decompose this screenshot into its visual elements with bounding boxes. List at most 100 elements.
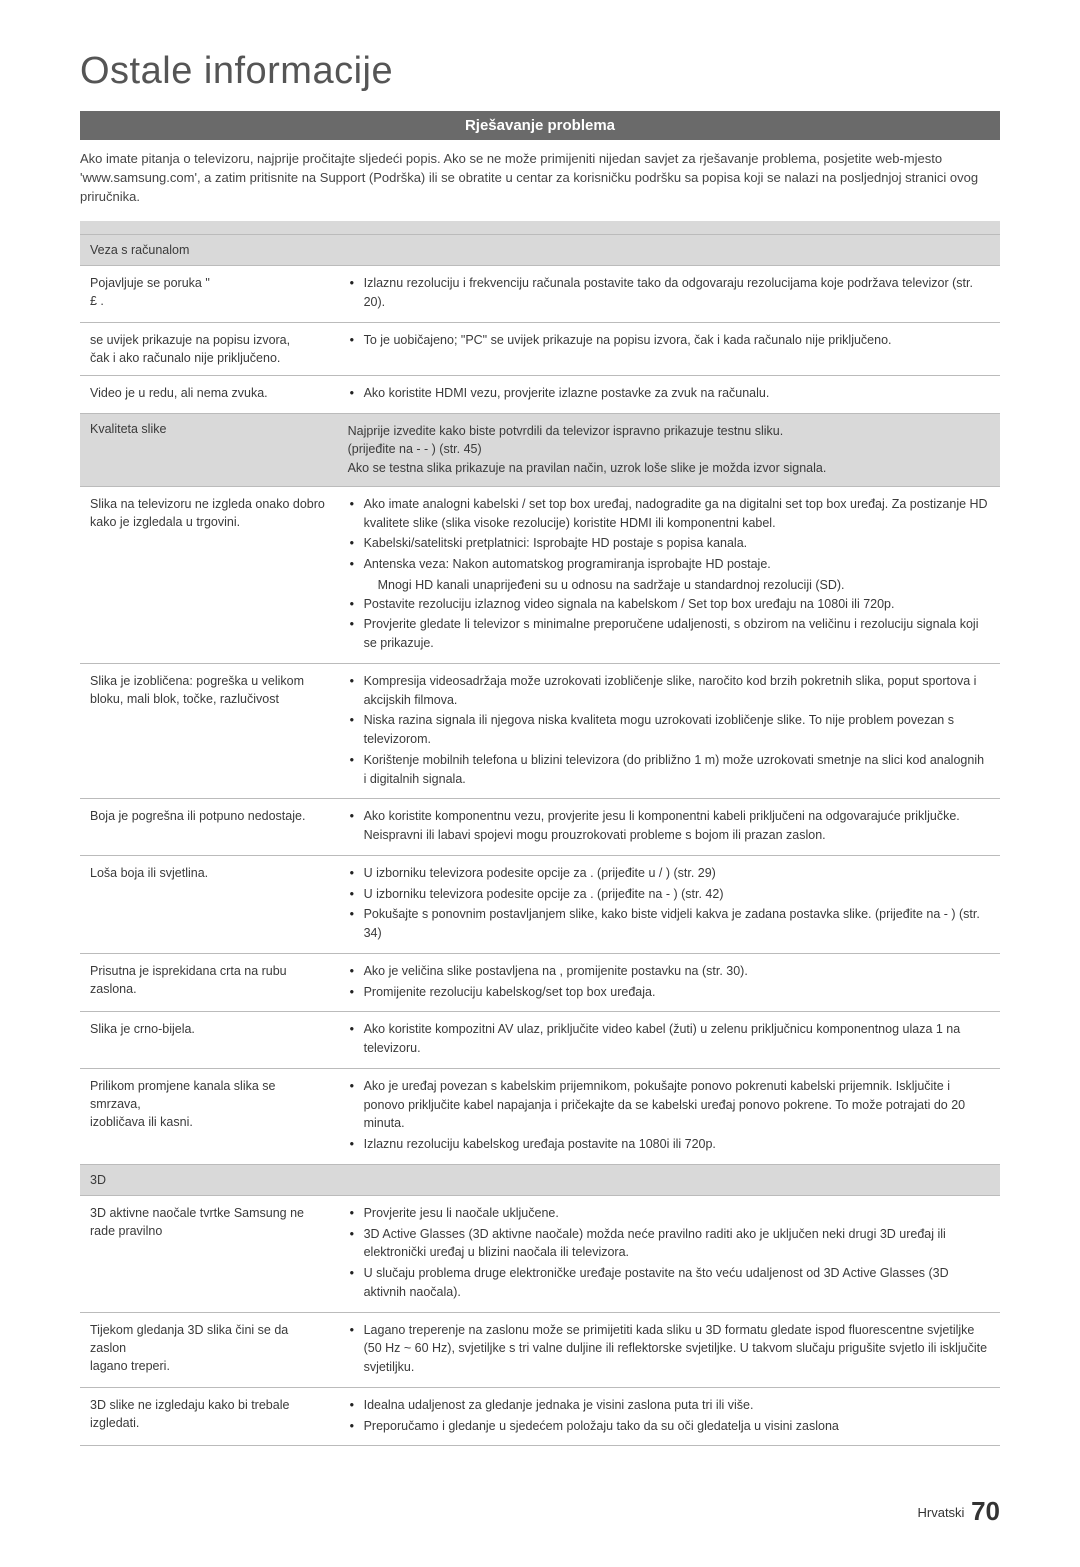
issue-text: zaslona. — [90, 982, 137, 996]
solution-item: U izborniku televizora podesite opcije z… — [348, 885, 990, 904]
solution-cell: Kompresija videosadržaja može uzrokovati… — [338, 663, 1000, 799]
issue-cell: 3D slike ne izgledaju kako bi trebale iz… — [80, 1387, 338, 1446]
footer-language: Hrvatski — [918, 1505, 965, 1520]
solution-cell: Ako imate analogni kabelski / set top bo… — [338, 486, 1000, 663]
table-row: se uvijek prikazuje na popisu izvora, ča… — [80, 322, 1000, 375]
page-footer: Hrvatski 70 — [80, 1496, 1000, 1527]
solution-cell: Ako koristite HDMI vezu, provjerite izla… — [338, 375, 1000, 413]
solution-cell: Lagano treperenje na zaslonu može se pri… — [338, 1312, 1000, 1387]
category-label: 3D — [80, 1164, 1000, 1195]
solution-cell: Ako je veličina slike postavljena na , p… — [338, 953, 1000, 1012]
solution-item: Idealna udaljenost za gledanje jednaka j… — [348, 1396, 990, 1415]
issue-text: Prilikom promjene kanala slika se smrzav… — [90, 1079, 276, 1111]
solution-item: Ako koristite kompozitni AV ulaz, priklj… — [348, 1020, 990, 1058]
solution-item: Izlaznu rezoluciju kabelskog uređaja pos… — [348, 1135, 990, 1154]
section-heading: Rješavanje problema — [80, 111, 1000, 140]
intro-paragraph: Ako imate pitanja o televizoru, najprije… — [80, 150, 1000, 207]
table-row: Prilikom promjene kanala slika se smrzav… — [80, 1068, 1000, 1164]
category-row: Veza s računalom — [80, 235, 1000, 266]
category-subtext: Najprije izvedite kako biste potvrdili d… — [338, 413, 1000, 486]
troubleshooting-table: Veza s računalom Pojavljuje se poruka " … — [80, 221, 1000, 1447]
solution-item: Postavite rezoluciju izlaznog video sign… — [348, 595, 990, 614]
solution-item: Provjerite jesu li naočale uključene. — [348, 1204, 990, 1223]
category-label: Veza s računalom — [80, 235, 1000, 266]
solution-item: Izlaznu rezoluciju i frekvenciju računal… — [348, 274, 990, 312]
solution-item: Korištenje mobilnih telefona u blizini t… — [348, 751, 990, 789]
solution-item: Promijenite rezoluciju kabelskog/set top… — [348, 983, 990, 1002]
table-row: Video je u redu, ali nema zvuka. Ako kor… — [80, 375, 1000, 413]
solution-item: Kabelski/satelitski pretplatnici: Isprob… — [348, 534, 990, 553]
table-header-row — [80, 221, 1000, 235]
table-row: 3D aktivne naočale tvrtke Samsung ne rad… — [80, 1195, 1000, 1312]
solution-item: Niska razina signala ili njegova niska k… — [348, 711, 990, 749]
issue-text: 3D slike ne izgledaju kako bi trebale — [90, 1398, 289, 1412]
cat2-line2: (prijeđite na - - ) (str. 45) — [348, 442, 482, 456]
solution-item: Provjerite gledate li televizor s minima… — [348, 615, 990, 653]
header-issue — [80, 221, 338, 235]
table-row: Slika na televizoru ne izgleda onako dob… — [80, 486, 1000, 663]
solution-cell: To je uobičajeno; "PC" se uvijek prikazu… — [338, 322, 1000, 375]
cat2-line1: Najprije izvedite kako biste potvrdili d… — [348, 424, 784, 438]
issue-text: £ . — [90, 294, 104, 308]
issue-cell: Slika je izobličena: pogreška u velikom … — [80, 663, 338, 799]
solution-item: Kompresija videosadržaja može uzrokovati… — [348, 672, 990, 710]
solution-item: Ako koristite HDMI vezu, provjerite izla… — [348, 384, 990, 403]
table-row: Loša boja ili svjetlina. U izborniku tel… — [80, 855, 1000, 953]
issue-cell: Prilikom promjene kanala slika se smrzav… — [80, 1068, 338, 1164]
issue-text: lagano treperi. — [90, 1359, 170, 1373]
solution-item: Preporučamo i gledanje u sjedećem položa… — [348, 1417, 990, 1436]
issue-text: izgledati. — [90, 1416, 139, 1430]
page-title: Ostale informacije — [80, 50, 1000, 93]
solution-item: Antenska veza: Nakon automatskog program… — [348, 555, 990, 574]
table-row: Tijekom gledanja 3D slika čini se da zas… — [80, 1312, 1000, 1387]
issue-cell: Video je u redu, ali nema zvuka. — [80, 375, 338, 413]
issue-text: rade pravilno — [90, 1224, 162, 1238]
table-row: Pojavljuje se poruka " £ . Izlaznu rezol… — [80, 266, 1000, 323]
solution-item: Ako koristite komponentnu vezu, provjeri… — [348, 807, 990, 845]
issue-cell: Slika na televizoru ne izgleda onako dob… — [80, 486, 338, 663]
solution-note: Mnogi HD kanali unaprijeđeni su u odnosu… — [348, 576, 990, 595]
issue-text: kako je izgledala u trgovini. — [90, 515, 240, 529]
issue-cell: Pojavljuje se poruka " £ . — [80, 266, 338, 323]
page-number: 70 — [971, 1496, 1000, 1526]
solution-item: 3D Active Glasses (3D aktivne naočale) m… — [348, 1225, 990, 1263]
solution-cell: Provjerite jesu li naočale uključene. 3D… — [338, 1195, 1000, 1312]
table-row: 3D slike ne izgledaju kako bi trebale iz… — [80, 1387, 1000, 1446]
category-row: 3D — [80, 1164, 1000, 1195]
table-row: Boja je pogrešna ili potpuno nedostaje. … — [80, 799, 1000, 856]
issue-cell: Tijekom gledanja 3D slika čini se da zas… — [80, 1312, 338, 1387]
issue-cell: Prisutna je isprekidana crta na rubu zas… — [80, 953, 338, 1012]
solution-cell: U izborniku televizora podesite opcije z… — [338, 855, 1000, 953]
issue-text: Pojavljuje se poruka " — [90, 276, 210, 290]
issue-text: 3D aktivne naočale tvrtke Samsung ne — [90, 1206, 304, 1220]
solution-item: To je uobičajeno; "PC" se uvijek prikazu… — [348, 331, 990, 350]
solution-item: U slučaju problema druge elektroničke ur… — [348, 1264, 990, 1302]
category-row: Kvaliteta slike Najprije izvedite kako b… — [80, 413, 1000, 486]
solution-item: U izborniku televizora podesite opcije z… — [348, 864, 990, 883]
issue-text: bloku, mali blok, točke, razlučivost — [90, 692, 279, 706]
solution-cell: Izlaznu rezoluciju i frekvenciju računal… — [338, 266, 1000, 323]
issue-cell: Loša boja ili svjetlina. — [80, 855, 338, 953]
solution-cell: Ako je uređaj povezan s kabelskim prijem… — [338, 1068, 1000, 1164]
issue-cell: Boja je pogrešna ili potpuno nedostaje. — [80, 799, 338, 856]
solution-item: Ako je veličina slike postavljena na , p… — [348, 962, 990, 981]
category-label: Kvaliteta slike — [80, 413, 338, 486]
table-row: Prisutna je isprekidana crta na rubu zas… — [80, 953, 1000, 1012]
issue-text: Slika na televizoru ne izgleda onako dob… — [90, 497, 325, 511]
solution-cell: Ako koristite kompozitni AV ulaz, priklj… — [338, 1012, 1000, 1069]
header-solution — [338, 221, 1000, 235]
cat2-line3: Ako se testna slika prikazuje na pravila… — [348, 461, 827, 475]
issue-text: se uvijek prikazuje na popisu izvora, — [90, 333, 290, 347]
issue-text: čak i ako računalo nije priključeno. — [90, 351, 280, 365]
issue-cell: se uvijek prikazuje na popisu izvora, ča… — [80, 322, 338, 375]
issue-text: izobličava ili kasni. — [90, 1115, 193, 1129]
table-row: Slika je izobličena: pogreška u velikom … — [80, 663, 1000, 799]
issue-text: Tijekom gledanja 3D slika čini se da zas… — [90, 1323, 288, 1355]
solution-item: Ako imate analogni kabelski / set top bo… — [348, 495, 990, 533]
issue-text: Slika je izobličena: pogreška u velikom — [90, 674, 304, 688]
issue-cell: Slika je crno-bijela. — [80, 1012, 338, 1069]
issue-text: Prisutna je isprekidana crta na rubu — [90, 964, 287, 978]
solution-cell: Idealna udaljenost za gledanje jednaka j… — [338, 1387, 1000, 1446]
solution-cell: Ako koristite komponentnu vezu, provjeri… — [338, 799, 1000, 856]
issue-cell: 3D aktivne naočale tvrtke Samsung ne rad… — [80, 1195, 338, 1312]
